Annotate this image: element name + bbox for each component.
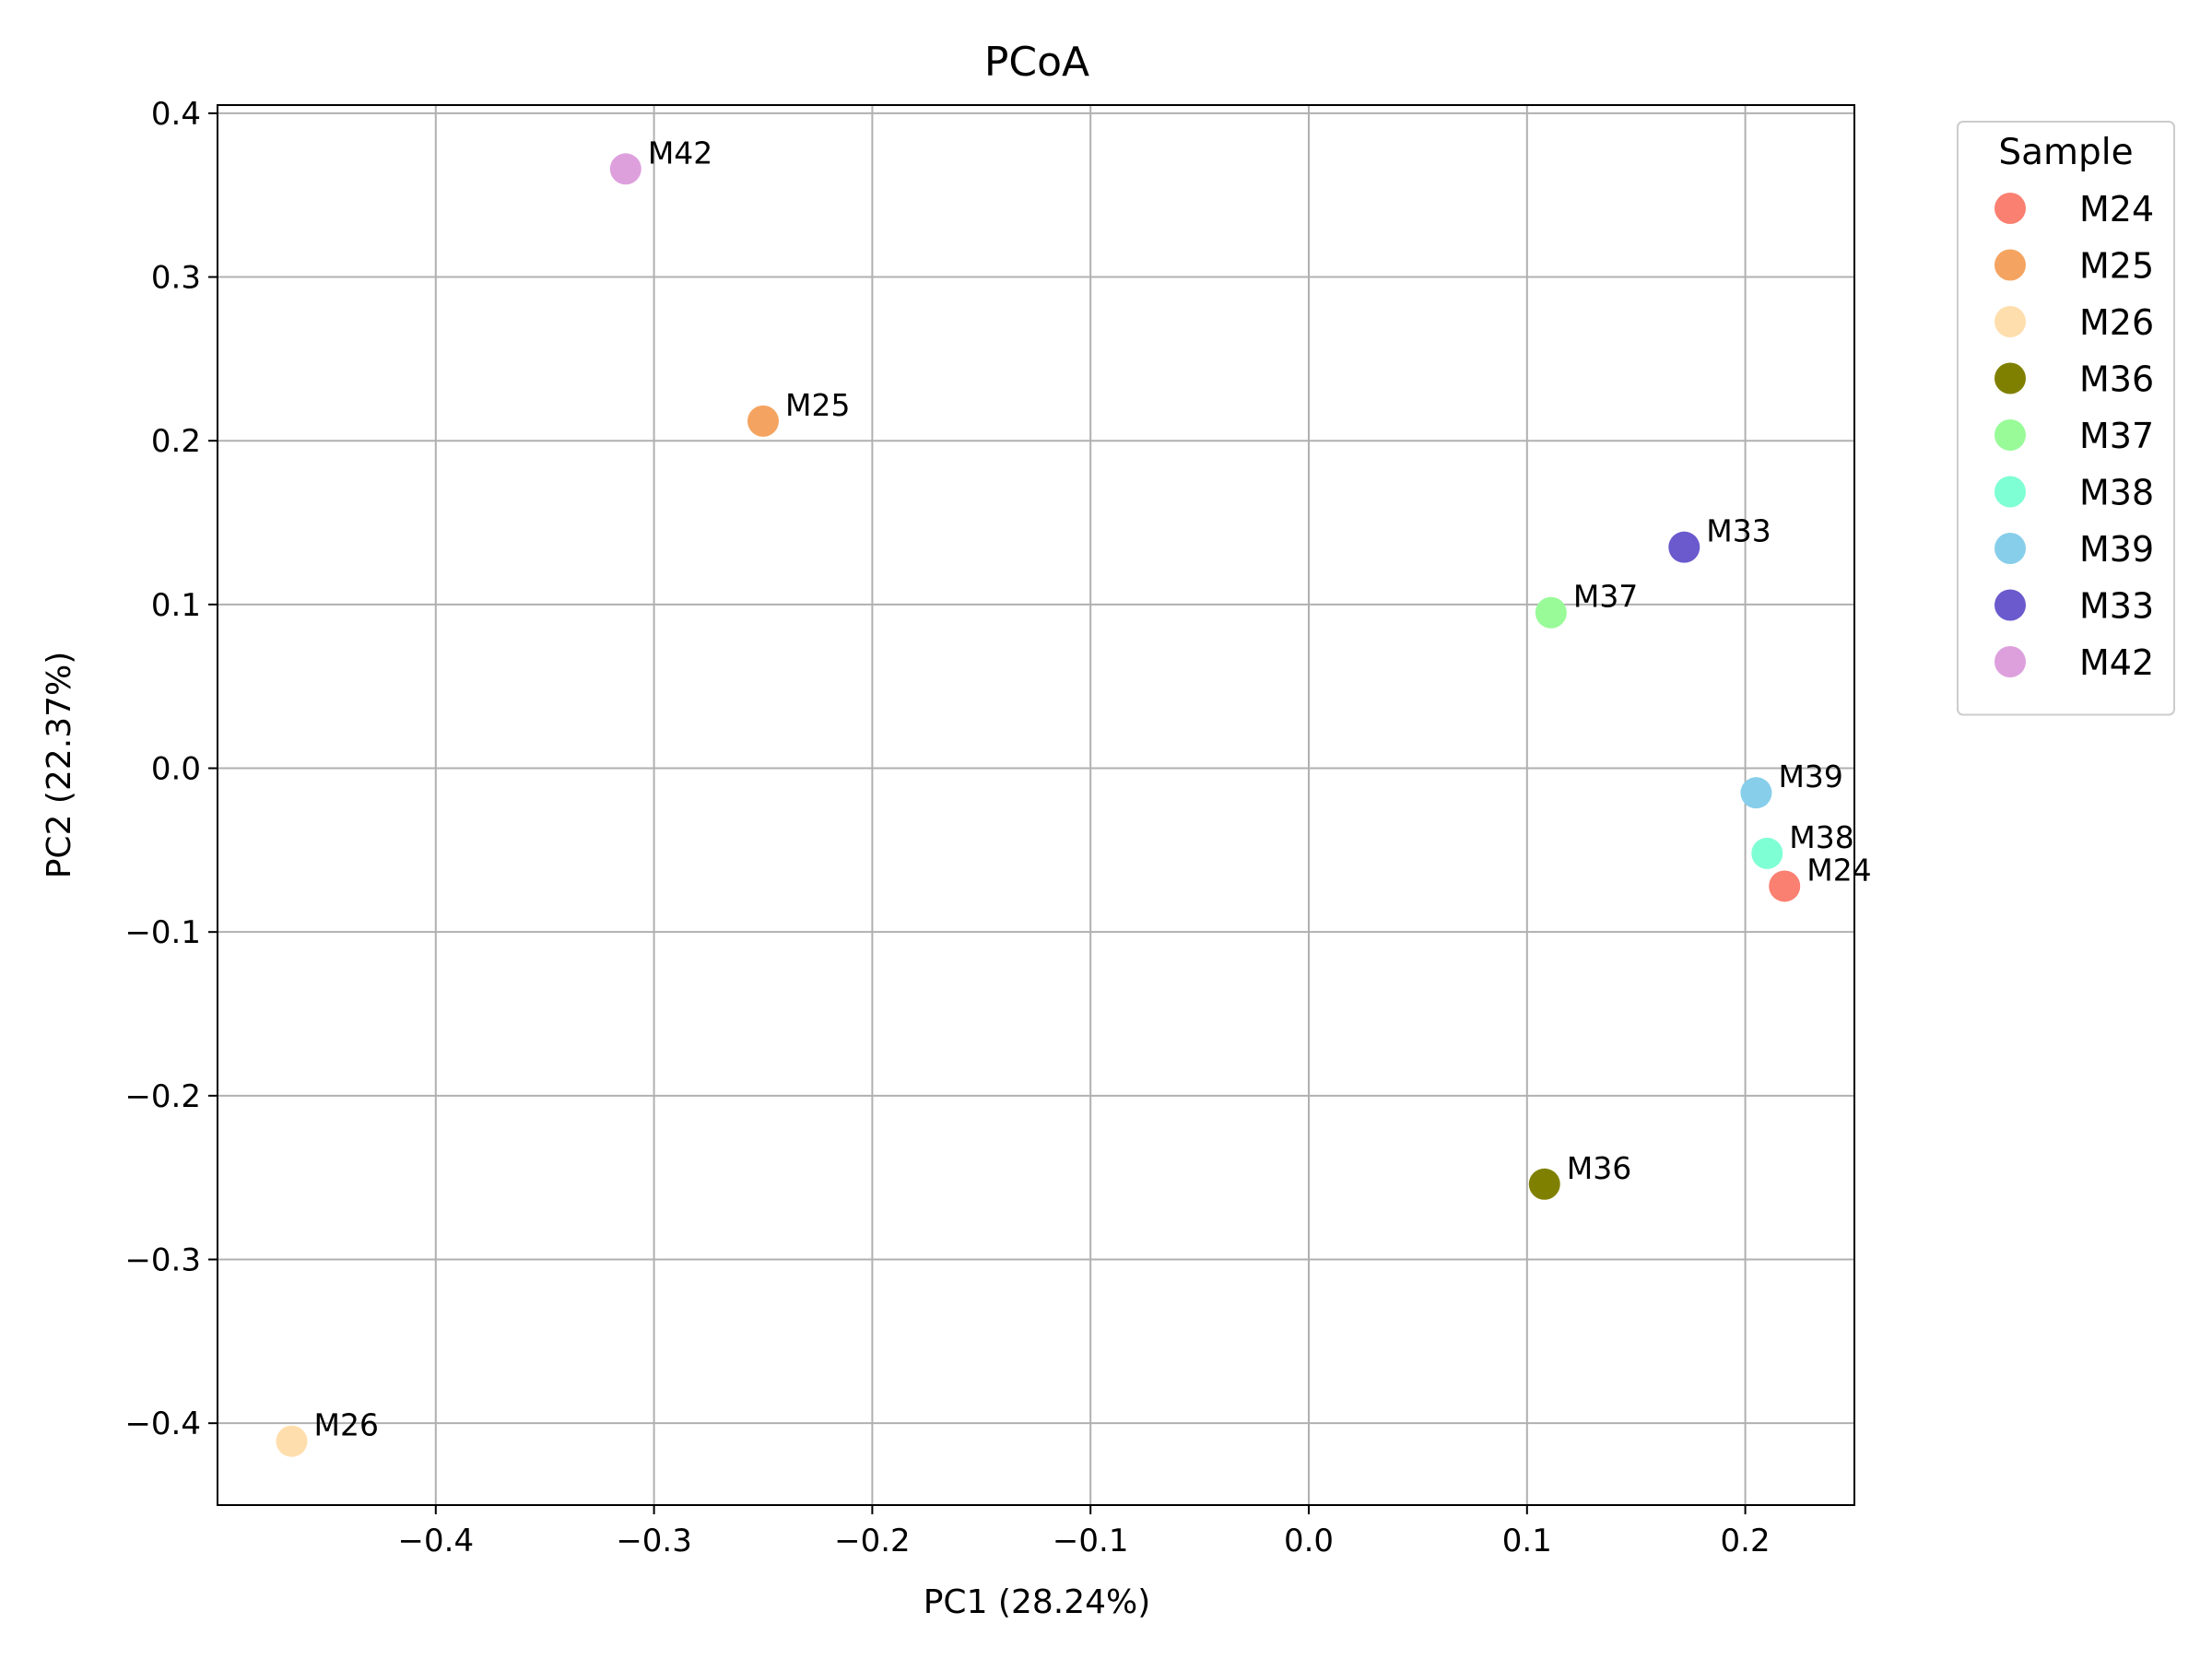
- legend-label-m33: M33: [2079, 586, 2154, 627]
- legend-marker-m24: [1994, 193, 2026, 224]
- y-tick-label: −0.4: [124, 1406, 201, 1442]
- legend-label-m36: M36: [2079, 359, 2154, 400]
- point-label-m39: M39: [1778, 759, 1842, 794]
- data-point-m38: [1751, 837, 1783, 869]
- y-tick-label: 0.2: [151, 423, 201, 460]
- legend-label-m38: M38: [2079, 473, 2154, 513]
- legend-marker-m37: [1994, 419, 2026, 451]
- legend-marker-m26: [1994, 306, 2026, 337]
- data-points: M24 M25 M26 M36 M37 M38 M39 M33 M42: [276, 135, 1872, 1457]
- legend-marker-m33: [1994, 589, 2026, 621]
- data-point-m26: [276, 1425, 308, 1457]
- x-tick-label: 0.0: [1284, 1523, 1334, 1559]
- legend-marker-m25: [1994, 249, 2026, 281]
- point-label-m37: M37: [1573, 579, 1638, 615]
- y-tick-label: −0.3: [124, 1242, 201, 1279]
- x-tick-label: 0.2: [1721, 1523, 1771, 1559]
- legend-label-m26: M26: [2079, 302, 2154, 343]
- legend-label-m37: M37: [2079, 416, 2154, 456]
- y-axis-label: PC2 (22.37%): [41, 652, 78, 879]
- point-label-m42: M42: [648, 135, 712, 171]
- legend: Sample M24 M25 M26 M36 M37 M38 M39 M33 M42: [1957, 121, 2175, 716]
- legend-label-m42: M42: [2079, 642, 2154, 683]
- x-tick-label: −0.4: [398, 1523, 475, 1559]
- chart-title: PCoA: [984, 39, 1089, 86]
- point-label-m33: M33: [1706, 513, 1771, 549]
- grid-lines: [218, 105, 1854, 1505]
- data-point-m24: [1769, 870, 1801, 902]
- point-label-m25: M25: [785, 387, 850, 423]
- y-tick-label: 0.1: [151, 587, 201, 624]
- legend-label-m24: M24: [2079, 189, 2154, 229]
- data-point-m25: [747, 405, 779, 437]
- point-label-m26: M26: [314, 1407, 379, 1443]
- legend-marker-m38: [1994, 476, 2026, 508]
- x-tick-label: −0.3: [616, 1523, 692, 1559]
- legend-label-m25: M25: [2079, 246, 2154, 287]
- y-tick-label: −0.2: [124, 1078, 201, 1115]
- x-axis-label: PC1 (28.24%): [924, 1583, 1151, 1621]
- x-tick-label: −0.1: [1053, 1523, 1129, 1559]
- legend-label-m39: M39: [2079, 529, 2154, 570]
- data-point-m36: [1528, 1168, 1560, 1200]
- x-tick-label: −0.2: [834, 1523, 911, 1559]
- y-tick-label: −0.1: [124, 914, 201, 951]
- data-point-m39: [1740, 777, 1772, 809]
- point-label-m38: M38: [1789, 819, 1853, 855]
- legend-title: Sample: [1998, 132, 2133, 173]
- y-tick-label: 0.4: [151, 96, 201, 133]
- data-point-m42: [609, 153, 641, 185]
- data-point-m33: [1668, 531, 1700, 563]
- data-point-m37: [1535, 596, 1567, 629]
- point-label-m36: M36: [1567, 1150, 1631, 1186]
- point-label-m24: M24: [1806, 852, 1871, 888]
- legend-marker-m39: [1994, 533, 2026, 564]
- y-tick-label: 0.0: [151, 751, 201, 788]
- plot-area: [217, 104, 1855, 1506]
- y-tick-label: 0.3: [151, 260, 201, 297]
- x-tick-label: 0.1: [1502, 1523, 1552, 1559]
- legend-marker-m36: [1994, 362, 2026, 394]
- axis-ticks: −0.4 −0.3 −0.2 −0.1 0.0 0.1 0.2 0.4 0.3 0.2 0.1 0.0…: [124, 96, 1770, 1559]
- legend-marker-m42: [1994, 646, 2026, 677]
